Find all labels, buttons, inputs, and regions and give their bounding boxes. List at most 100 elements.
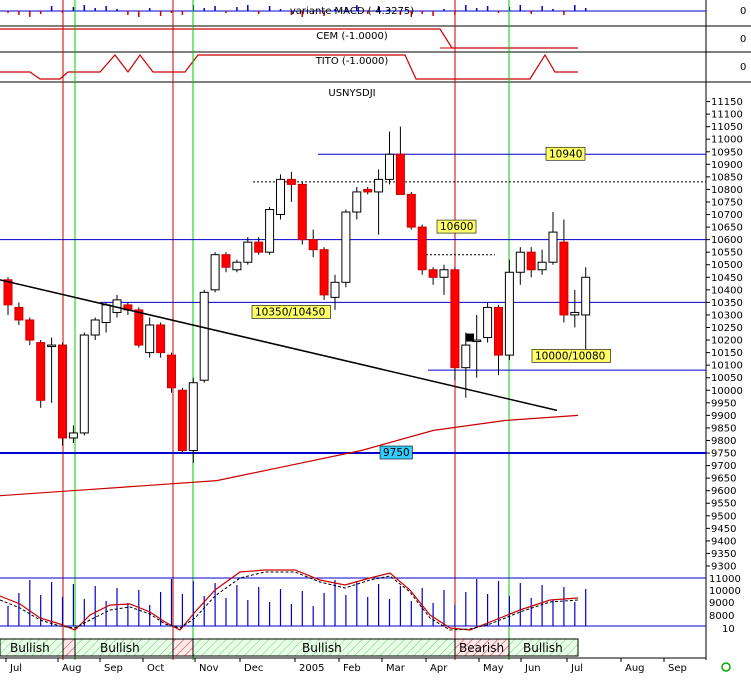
regime-segment <box>508 638 579 657</box>
level-label: 10000/10080 <box>535 350 605 362</box>
candle-bear <box>58 344 67 439</box>
candle-bear <box>363 188 373 193</box>
regime-label: Bearish <box>459 641 504 655</box>
candle-bear <box>319 249 329 296</box>
candle-bull <box>145 324 155 354</box>
price-tick-label: 9450 <box>711 524 736 535</box>
symbol-title: USNYSDJI <box>328 88 375 99</box>
marker-square <box>466 333 474 342</box>
refresh-icon[interactable] <box>721 662 731 672</box>
price-tick-label: 11150 <box>711 97 743 108</box>
regime-bar: Bullish Bullish Bullish Bearish Bullish <box>0 638 579 657</box>
price-tick-label: 10050 <box>711 373 743 384</box>
candle-bear <box>25 319 35 341</box>
price-tick-label: 9850 <box>711 423 736 434</box>
candle-bull <box>265 209 275 253</box>
price-tick-label: 10300 <box>711 310 743 321</box>
candle-bear <box>36 342 46 401</box>
candle-bear <box>14 306 24 321</box>
level-label-box <box>251 305 331 319</box>
macd-label: variante MACD (-4.3275) <box>290 6 414 17</box>
price-tick-label: 10700 <box>711 210 743 221</box>
candle-bear <box>526 251 536 271</box>
moving-average <box>0 414 579 497</box>
level-label-box <box>545 146 586 161</box>
candle-bear <box>254 241 264 253</box>
candle-bull <box>330 281 340 298</box>
candle-bear <box>450 269 460 369</box>
level-label-box <box>436 219 477 234</box>
candle-bull <box>47 344 57 348</box>
price-tick-label: 9950 <box>711 398 736 409</box>
candle-bear <box>286 178 296 185</box>
candle-bull <box>341 211 351 283</box>
cem-value: 0 <box>740 34 746 45</box>
candle-bull <box>352 191 362 213</box>
time-tick-label: Aug <box>62 663 82 674</box>
time-tick-label: Nov <box>199 663 219 674</box>
tito-line <box>0 53 578 80</box>
macd-value: 0 <box>740 6 746 17</box>
price-tick-label: 10500 <box>711 260 743 271</box>
candle-bull <box>461 344 471 369</box>
trendline <box>0 279 558 412</box>
candle-bull <box>515 251 525 273</box>
regime-label: Bullish <box>302 641 342 655</box>
candle-bull <box>548 231 558 263</box>
candle-bear <box>406 193 416 228</box>
price-tick-label: 10950 <box>711 147 743 158</box>
price-tick-label: 9300 <box>711 562 736 573</box>
candle-bull <box>188 382 198 452</box>
oscillator-line-black <box>0 571 579 631</box>
level-label: 10350/10450 <box>255 306 325 318</box>
time-tick-label: Sep <box>668 663 687 674</box>
level-label-box <box>379 445 413 460</box>
time-tick-label: Jun <box>524 663 541 674</box>
candle-bull <box>276 178 285 216</box>
oscillator-line-red <box>0 569 579 631</box>
time-tick-label: Jul <box>9 663 22 674</box>
candle-bull <box>90 319 100 336</box>
candle-bear <box>559 241 569 316</box>
regime-label: Bullish <box>10 641 50 655</box>
tito-label: TITO (-1.0000) <box>315 56 389 67</box>
candle-bull <box>483 306 493 339</box>
price-tick-label: 10150 <box>711 348 743 359</box>
osc-tick-label: 10 <box>722 624 735 635</box>
time-tick-label: Jul <box>570 663 583 674</box>
level-label-box <box>531 349 611 363</box>
candle-bear <box>297 183 307 241</box>
price-tick-label: 9750 <box>711 449 736 460</box>
candle-bear <box>221 254 231 268</box>
candle-bull <box>570 311 580 316</box>
candle-bear <box>156 324 166 354</box>
price-tick-label: 11000 <box>711 135 743 146</box>
price-tick-label: 9500 <box>711 511 736 522</box>
osc-tick-label: 11000 <box>709 574 741 585</box>
price-tick-label: 10400 <box>711 285 743 296</box>
candle-bear <box>417 226 427 271</box>
candle-bear <box>134 309 144 346</box>
price-tick-label: 10100 <box>711 361 743 372</box>
time-tick-label: Dec <box>244 663 263 674</box>
level-label: 10600 <box>440 221 473 233</box>
osc-tick-label: 9000 <box>709 598 734 609</box>
candle-bear <box>494 306 503 356</box>
candle-bull <box>210 254 220 291</box>
candle-bear <box>3 279 13 306</box>
candle-bull <box>439 269 449 278</box>
price-tick-label: 10900 <box>711 160 743 171</box>
regime-label: Bullish <box>100 641 140 655</box>
candle-bull <box>101 304 111 323</box>
price-tick-label: 9550 <box>711 499 736 510</box>
price-tick-label: 10550 <box>711 248 743 259</box>
candle-bear <box>308 239 318 251</box>
price-tick-label: 9600 <box>711 486 736 497</box>
osc-tick-label: 10000 <box>709 586 741 597</box>
moving-average-line <box>0 414 579 497</box>
time-tick-label: Apr <box>430 663 448 674</box>
time-axis: Jul Aug Sep Oct Nov Dec 2005 Feb Mar Apr May Jun Jul… <box>0 657 706 674</box>
oscillator-panel: 11000 10000 9000 8000 10 <box>0 569 741 635</box>
regime-segment <box>62 638 76 657</box>
